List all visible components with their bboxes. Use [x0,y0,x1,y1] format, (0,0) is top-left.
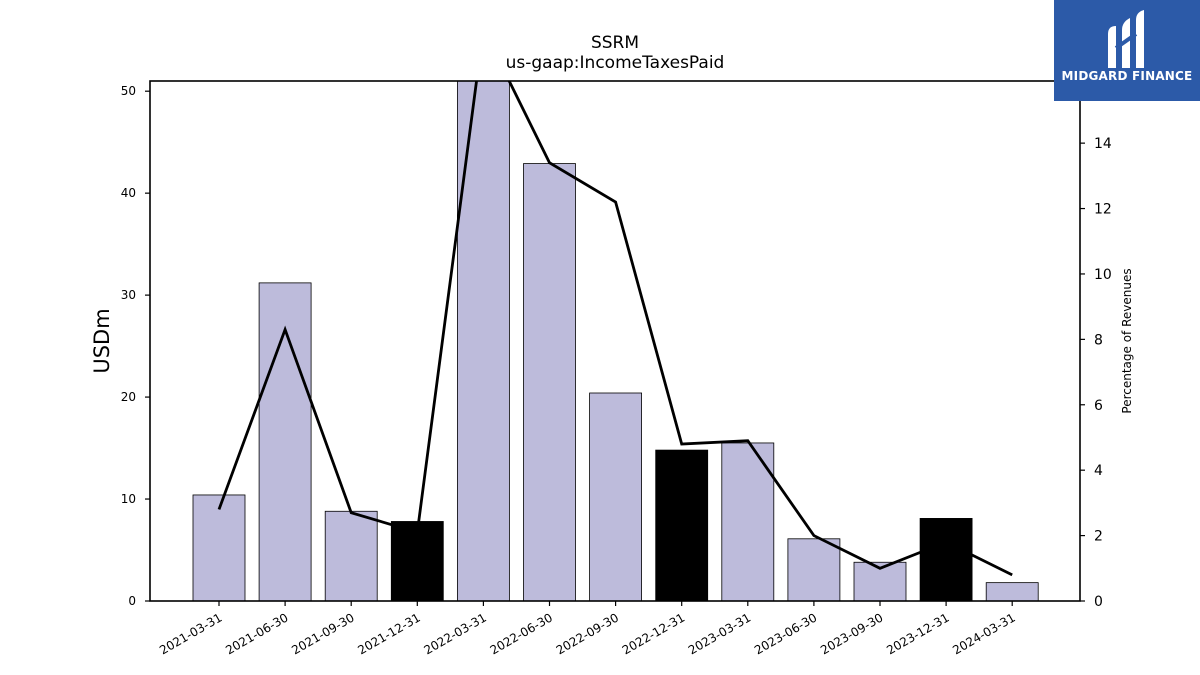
y-tick-label: 0 [128,594,136,608]
y-right-tick-label: 8 [1094,332,1103,348]
logo-mark-icon [1108,10,1144,68]
y-right-tick-label: 14 [1094,136,1112,152]
bar-2022-06-30 [523,163,576,601]
x-tick-label: 2021-06-30 [223,610,290,657]
right-axis: 0 2 4 6 8 10 12 14 [1080,136,1112,610]
y-tick-label: 30 [121,288,136,302]
chart-subtitle: us-gaap:IncomeTaxesPaid [506,53,725,73]
percentage-line [217,81,1013,577]
y-right-tick-label: 12 [1094,202,1112,218]
y-axis-label-right: Percentage of Revenues [1120,268,1134,413]
bar-2021-09-30 [324,510,378,601]
bar-2021-06-30 [258,282,312,601]
bar-2023-03-31 [721,442,775,601]
x-tick-label: 2023-12-31 [884,610,951,657]
y-right-tick-label: 2 [1094,529,1103,545]
y-axis-label: USDm [90,308,114,373]
bar-2021-03-31 [192,494,246,601]
bar-2022-03-31 [456,81,510,601]
x-tick-label: 2023-06-30 [752,610,819,657]
bar-2022-12-31 [655,449,709,601]
x-tick-label: 2022-12-31 [620,610,687,657]
x-tick-label: 2022-03-31 [421,610,488,657]
y-right-tick-label: 6 [1094,398,1103,414]
bar-2021-12-31 [390,521,444,601]
bar-2022-09-30 [589,392,642,601]
x-tick-label: 2021-12-31 [355,610,422,657]
logo-text: MIDGARD FINANCE [1061,69,1193,83]
y-tick-label: 20 [121,390,136,404]
line-group [217,81,1013,577]
x-tick-label: 2022-09-30 [554,610,621,657]
bar-2023-06-30 [787,538,841,601]
x-tick-label: 2021-03-31 [157,610,224,657]
left-axis: 0 10 20 30 40 50 [121,84,150,608]
x-tick-label: 2023-03-31 [686,610,753,657]
x-tick-label: 2022-06-30 [488,610,555,657]
y-right-tick-label: 0 [1094,594,1103,610]
bars-group [192,81,1039,601]
y-tick-label: 40 [121,186,136,200]
y-tick-label: 50 [121,84,136,98]
y-right-tick-label: 10 [1094,267,1112,283]
y-right-tick-label: 4 [1094,463,1103,479]
bar-2024-03-31 [985,582,1039,601]
x-tick-label: 2021-09-30 [289,610,356,657]
brand-logo: MIDGARD FINANCE [1054,0,1200,101]
x-tick-label: 2024-03-31 [950,610,1017,657]
y-tick-label: 10 [121,492,136,506]
chart-title: SSRM [591,33,639,53]
x-tick-label: 2023-09-30 [818,610,885,657]
x-axis: 2021-03-312021-06-302021-09-302021-12-31… [157,601,1018,657]
bar-2023-12-31 [919,518,973,601]
